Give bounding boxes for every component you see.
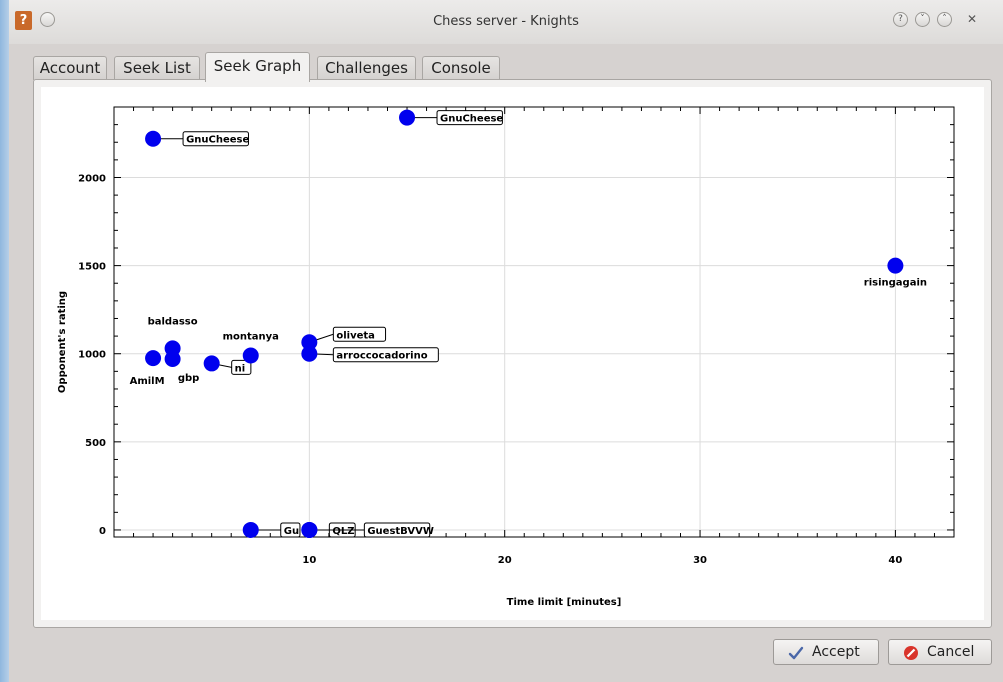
point-label-box <box>182 131 249 147</box>
point-label: QLZ <box>332 526 354 537</box>
seek-point[interactable] <box>242 347 259 364</box>
point-label: GnuCheese <box>186 135 249 146</box>
seek-point[interactable] <box>887 257 904 274</box>
seek-point[interactable] <box>164 351 181 368</box>
tab-challenges[interactable]: Challenges <box>317 56 416 80</box>
accept-label: Accept <box>812 644 860 660</box>
point-label: Gu <box>284 526 299 537</box>
point-label: AmilM <box>130 376 165 387</box>
accept-button[interactable]: Accept <box>773 639 879 665</box>
x-tick-label: 30 <box>693 555 707 566</box>
tab-label: Challenges <box>325 59 408 77</box>
knights-app-icon[interactable]: ? <box>15 11 32 30</box>
seek-point[interactable] <box>301 521 318 538</box>
seek-point[interactable] <box>145 350 162 367</box>
seek-graph-chart[interactable]: 10 20 30 40 0 500 1000 1500 2000 Time limit [minu… <box>41 87 984 620</box>
cancel-label: Cancel <box>927 644 975 660</box>
cancel-button[interactable]: Cancel <box>888 639 992 665</box>
point-label: ni <box>235 363 246 374</box>
seek-point[interactable] <box>301 345 318 362</box>
y-tick-label: 1500 <box>78 262 106 273</box>
points-layer: GnuCheese GnuCheese risingagain baldasso Ami… <box>130 109 927 538</box>
checkmark-icon <box>788 646 804 660</box>
point-label-box <box>332 347 439 363</box>
seek-point[interactable] <box>399 109 416 126</box>
tab-label: Console <box>431 59 491 77</box>
plot-frame <box>113 106 955 538</box>
point-label: oliveta <box>336 330 375 341</box>
title-bar[interactable]: ? Chess server - Knights ? ˅ ˄ ✕ <box>9 0 1003 44</box>
point-label-box <box>231 359 252 375</box>
point-label-box <box>332 326 387 342</box>
y-tick-label: 500 <box>85 438 106 449</box>
seek-point[interactable] <box>145 130 162 147</box>
close-icon[interactable]: ✕ <box>967 12 978 26</box>
point-label: montanya <box>223 331 279 342</box>
point-label-box <box>363 522 431 538</box>
minimize-icon[interactable]: ˅ <box>915 12 930 27</box>
tab-label: Seek Graph <box>213 57 302 75</box>
window-menu-icon[interactable] <box>40 12 55 27</box>
tab-label: Account <box>39 59 101 77</box>
help-icon[interactable]: ? <box>893 12 908 27</box>
plot-area: 10 20 30 40 0 500 1000 1500 2000 Time limit [minu… <box>41 87 984 620</box>
point-label: GuestBVVW <box>367 526 434 537</box>
cancel-icon <box>904 646 918 660</box>
y-tick-label: 1000 <box>78 350 106 361</box>
tab-seek-graph[interactable]: Seek Graph <box>205 52 310 82</box>
seek-point[interactable] <box>301 334 318 351</box>
y-tick-label: 0 <box>99 526 106 537</box>
seek-point[interactable] <box>203 355 220 372</box>
seek-point[interactable] <box>242 521 259 538</box>
point-label-box <box>280 522 301 538</box>
tab-label: Seek List <box>123 59 191 77</box>
x-axis-label: Time limit [minutes] <box>507 597 622 608</box>
window-title: Chess server - Knights <box>433 14 579 29</box>
window-border <box>0 0 9 682</box>
maximize-icon[interactable]: ˄ <box>937 12 952 27</box>
point-label: arroccocadorino <box>336 351 427 362</box>
tab-console[interactable]: Console <box>422 56 500 80</box>
seek-graph-panel: 10 20 30 40 0 500 1000 1500 2000 Time limit [minu… <box>33 79 992 628</box>
tab-account[interactable]: Account <box>33 56 107 80</box>
point-label: risingagain <box>864 278 927 289</box>
tab-seek-list[interactable]: Seek List <box>114 56 200 80</box>
y-axis-label: Opponent's rating <box>57 291 68 393</box>
point-label: baldasso <box>148 316 198 327</box>
point-label: GnuCheese <box>440 114 503 125</box>
point-label-box <box>436 110 503 126</box>
point-label: gbp <box>178 373 199 384</box>
x-tick-label: 40 <box>888 555 902 566</box>
x-tick-label: 20 <box>498 555 512 566</box>
x-tick-label: 10 <box>302 555 316 566</box>
y-tick-label: 2000 <box>78 173 106 184</box>
